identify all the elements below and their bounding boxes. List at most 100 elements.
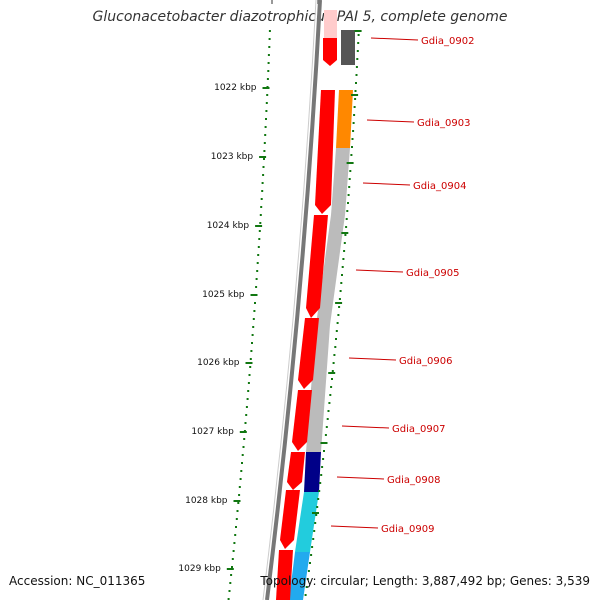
scale-dot [264,134,267,136]
scale-dot [316,506,319,508]
scale-label: 1025 kbp [202,290,245,300]
scale-dot [227,598,230,600]
cds-arrow [276,550,293,600]
scale-dot [258,230,261,232]
scale-dot [351,138,354,140]
scale-dot [336,322,339,324]
scale-dot [314,522,317,524]
scale-dot [257,254,260,256]
scale-dot [339,290,342,292]
scale-dot [304,594,307,596]
cds-arrow-pink [324,10,337,38]
scale-label: 1023 kbp [211,152,254,162]
feature-gdia-0904-0907 [306,148,350,452]
scale-dot [353,106,356,108]
scale-dot [312,538,315,540]
scale-dot [351,146,353,148]
feature-gdia-0908 [304,452,321,492]
gene-leader-line [370,37,419,41]
gene-labels: Gdia_0902 Gdia_0903 Gdia_0904 Gdia_0905 Gdia… [330,36,474,535]
scale-minor-tick [341,232,349,234]
scale-minor-tick [346,162,354,164]
cds-arrow [287,452,305,490]
scale-label: 1022 kbp [214,83,257,93]
scale-dot [234,534,237,536]
scale-dot [326,418,329,420]
scale-dot [267,70,270,72]
scale-dot [249,366,252,368]
scale-dot [311,546,314,548]
scale-dot [246,398,249,400]
scale-dot [248,374,251,376]
scale-dot [240,470,243,472]
scale-dot [331,378,333,380]
scale-dot [327,410,330,412]
scale-dot [233,542,236,544]
scale-dot [345,226,348,228]
scale-dot [350,154,353,156]
scale-dot [264,126,267,128]
scale-label: 1027 kbp [191,427,234,437]
scale-dot [330,386,333,388]
scale-dot [238,494,241,496]
scale-dot [306,578,309,580]
gene-label: Gdia_0902 [421,36,474,47]
scale-dot [329,394,332,396]
scale-dot [244,422,247,424]
feature-gdia-0903 [336,90,353,148]
scale-dot [348,178,351,180]
scale-minor-tick [312,512,319,514]
scale-dot [236,510,239,512]
scale-label: 1024 kbp [207,221,250,231]
scale-dot [343,250,346,252]
scale-dot [265,110,268,112]
scale-major-tick [262,87,270,89]
scale-label: 1026 kbp [197,358,240,368]
accession-label: Accession: NC_011365 [9,574,146,588]
scale-dot [247,382,250,384]
scale-dot [237,502,240,504]
scale-dot [357,42,360,44]
scale-dot [313,530,316,532]
scale-dot [346,210,349,212]
scale-dot [259,222,262,224]
scale-dot [231,558,234,560]
scale-dot [335,330,338,332]
scale-dot [347,194,350,196]
feature-gdia-0909 [295,492,319,552]
cds-arrow [315,90,335,214]
genome-summary-label: Topology: circular; Length: 3,887,492 bp… [260,574,590,588]
gene-label: Gdia_0905 [406,268,459,279]
scale-dot [331,370,334,372]
scale-dot [232,550,235,552]
scale-label: 1028 kbp [185,496,228,506]
scale-dot [252,326,255,328]
scale-dot [259,214,262,216]
scale-dot [263,142,266,144]
scale-dot [356,58,359,60]
scale-dot [310,554,313,556]
scale-dot [332,362,335,364]
scale-dot [239,478,242,480]
scale-dot [245,414,248,416]
gene-label: Gdia_0909 [381,524,434,535]
scale-dot [266,78,269,80]
scale-minor-tick [354,30,362,32]
scale-major-tick [239,431,247,433]
scale-dot [318,490,321,492]
scale-dot [340,282,343,284]
scale-dot [260,206,263,208]
scale-dot [258,238,261,240]
cds-arrow [298,318,319,389]
scale-dot [321,466,324,468]
gene-label: Gdia_0906 [399,356,452,367]
scale-dot [245,406,248,408]
scale-dot [315,514,318,516]
gene-label: Gdia_0908 [387,475,440,486]
scale-major-tick [233,500,241,502]
scale-dot [328,402,331,404]
scale-dot [268,46,271,48]
scale-dot [255,278,258,280]
scale-dot [241,462,243,464]
scale-dot [323,450,325,452]
